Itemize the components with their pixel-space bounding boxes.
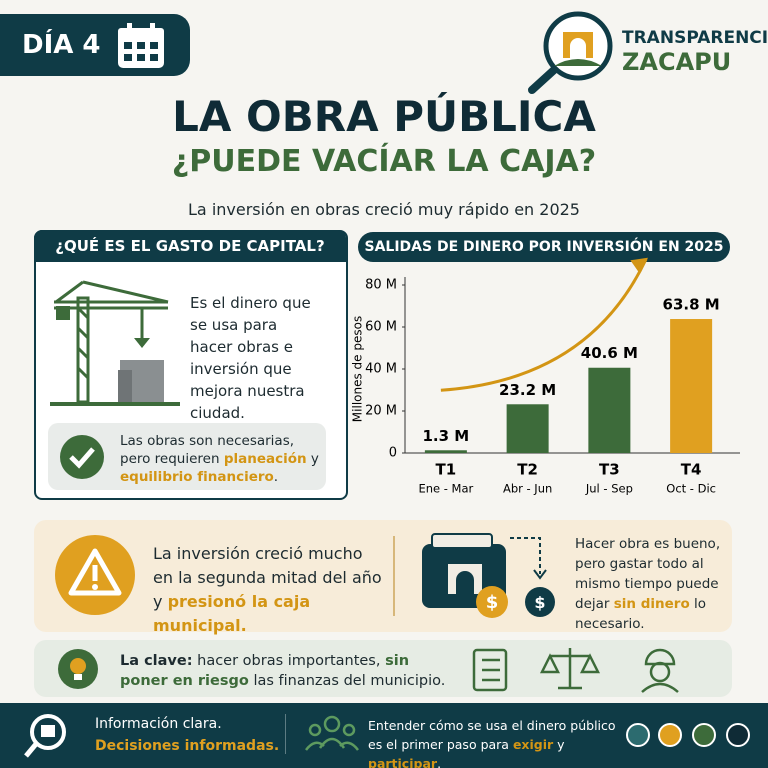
- text-part: Hacer obra es bueno, pero gastar todo al…: [575, 536, 721, 612]
- y-tick-label: 0: [389, 446, 397, 461]
- text-part: .: [437, 756, 442, 768]
- y-tick-label: 60 M: [365, 320, 397, 335]
- text-part: La clave:: [120, 653, 193, 669]
- capital-text: Es el dinero que se usa para hacer obras…: [190, 294, 311, 422]
- key-panel: [34, 640, 732, 697]
- x-sublabel: Ene - Mar: [418, 482, 473, 496]
- y-tick-label: 20 M: [365, 404, 397, 419]
- bar: [424, 450, 467, 453]
- x-tick-label: T1: [436, 461, 457, 479]
- footer-dots: [626, 723, 750, 747]
- people-icon: [305, 715, 359, 751]
- x-sublabel: Oct - Dic: [666, 482, 716, 496]
- badge-text: DÍA 4: [22, 30, 101, 60]
- text-part: .: [273, 469, 279, 485]
- x-tick-label: T4: [681, 461, 702, 479]
- brand-bottom: ZACAPU: [622, 48, 732, 76]
- footer-left-bottom: Decisiones informadas.: [95, 738, 280, 754]
- svg-text:$: $: [534, 593, 545, 612]
- highlight-text: planeación: [223, 451, 307, 467]
- y-tick-label: 40 M: [365, 362, 397, 377]
- x-sublabel: Abr - Jun: [503, 482, 552, 496]
- chart-title: SALIDAS DE DINERO POR INVERSIÓN EN 2025: [358, 232, 730, 262]
- text-part: Entender cómo se usa el dinero público e…: [368, 718, 616, 752]
- bulb-icon: [58, 649, 98, 689]
- text-part: La inversión creció mucho en la segunda …: [153, 544, 382, 611]
- value-label: 63.8 M: [663, 296, 720, 314]
- logo: [528, 11, 613, 94]
- calendar-icon: [118, 23, 164, 68]
- brand-top: TRANSPARENCIA: [622, 28, 768, 48]
- wallet-icon: $ $: [422, 533, 555, 618]
- title: LA OBRA PÚBLICA: [172, 92, 596, 141]
- text-part: las finanzas del municipio.: [248, 673, 446, 689]
- divider: [393, 536, 395, 616]
- key-icons: [472, 648, 679, 693]
- highlight-text: exigir: [512, 737, 554, 752]
- highlight-text: presionó la caja municipal.: [153, 592, 311, 635]
- text-part: Las obras son necesarias, pero requieren: [120, 433, 295, 467]
- footer-right: Entender cómo se usa el dinero público e…: [368, 716, 618, 768]
- check-icon: [60, 435, 104, 479]
- y-tick-label: 80 M: [365, 278, 397, 293]
- subtitle: ¿PUEDE VACÍAR LA CAJA?: [171, 144, 597, 179]
- trend-arrow: [440, 258, 648, 392]
- warning-panel: [34, 520, 732, 632]
- bar: [506, 404, 549, 453]
- value-label: 40.6 M: [581, 344, 638, 362]
- intro: La inversión en obras creció muy rápido …: [188, 200, 580, 219]
- text-part: hacer obras importantes,: [192, 653, 386, 669]
- text-part: lo necesario.: [575, 596, 707, 632]
- footer-divider: [285, 714, 286, 754]
- footer-icon: [24, 714, 66, 758]
- trend-arrow-head: [630, 257, 649, 273]
- text-part: y: [306, 451, 319, 467]
- crane-icon: [50, 280, 180, 406]
- highlight-text: sin poner en riesgo: [120, 653, 410, 689]
- y-axis-label: Millones de pesos: [351, 316, 365, 422]
- highlight-text: equilibrio financiero: [120, 469, 274, 485]
- note-text: Las obras son necesarias, pero requieren…: [120, 432, 320, 486]
- bar: [588, 367, 631, 453]
- capital-title: ¿QUÉ ES EL GASTO DE CAPITAL?: [34, 230, 346, 262]
- value-label: 23.2 M: [499, 381, 556, 399]
- warning-side: Hacer obra es bueno, pero gastar todo al…: [575, 534, 725, 634]
- svg-text:$: $: [486, 592, 499, 613]
- chart-panel: SALIDAS DE DINERO POR INVERSIÓN EN 2025 …: [340, 228, 748, 500]
- x-tick-label: T2: [517, 461, 538, 479]
- highlight-text: participar: [368, 756, 438, 768]
- bar: [670, 319, 713, 453]
- warning-icon: [55, 535, 135, 615]
- chart: Millones de pesos 0 20 M 40 M 60 M 80 M 1.3 M T…: [351, 257, 740, 496]
- value-label: 1.3 M: [423, 427, 470, 445]
- text-part: y: [553, 737, 565, 752]
- footer-left-top: Información clara.: [95, 716, 222, 732]
- x-tick-label: T3: [599, 461, 620, 479]
- key-text: La clave: hacer obras importantes, sin p…: [120, 651, 450, 691]
- warning-text: La inversión creció mucho en la segunda …: [153, 542, 383, 638]
- x-sublabel: Jul - Sep: [585, 482, 633, 496]
- highlight-text: sin dinero: [613, 596, 690, 612]
